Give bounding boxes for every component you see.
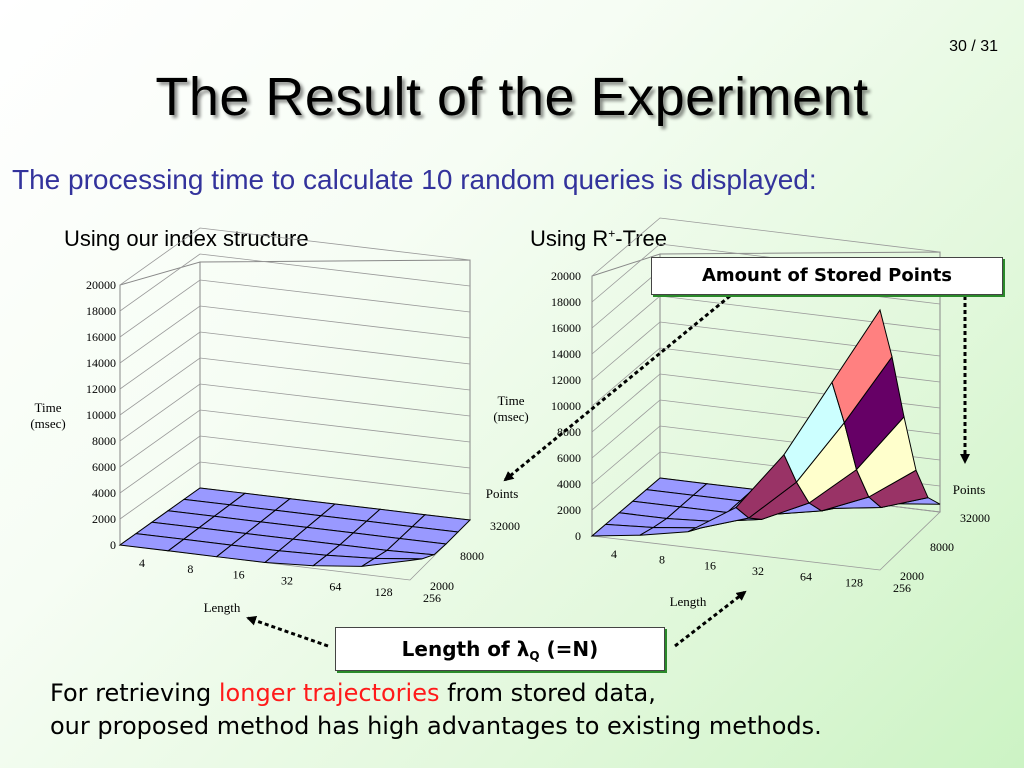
y-tick-label: 14000 xyxy=(86,356,116,370)
x-tick-label: 32 xyxy=(752,564,764,578)
y-gridline xyxy=(119,305,471,364)
slide-title: The Result of the Experiment xyxy=(155,67,869,127)
conclusion-line-1-end: from stored data, xyxy=(439,679,656,707)
x-tick-label: 16 xyxy=(233,568,245,582)
z-tick-label: 2000 xyxy=(900,569,924,583)
surface-cell xyxy=(831,308,893,424)
y-tick-label: 6000 xyxy=(92,460,116,474)
y-tick-label: 2000 xyxy=(92,512,116,526)
stored-points-callout: Amount of Stored Points xyxy=(651,257,1003,295)
y-tick-label: 14000 xyxy=(551,347,581,361)
z-tick-label: 8000 xyxy=(460,549,484,563)
x-tick-label: 64 xyxy=(329,579,341,593)
right-chart-caption-tail: -Tree xyxy=(615,226,668,251)
y-tick-label: 18000 xyxy=(86,304,116,318)
right-chart-caption-sup: + xyxy=(608,226,616,241)
x-tick-label: 4 xyxy=(139,556,145,570)
lambda-symbol: λ xyxy=(516,637,530,661)
length-callout-prefix: Length of xyxy=(401,637,517,661)
slide-subtitle: The processing time to calculate 10 rand… xyxy=(12,164,817,195)
conclusion-line-1: For retrieving longer trajectories from … xyxy=(50,677,822,710)
arrow-length-left xyxy=(246,615,329,648)
right-surface-chart: 0 2000 4000 6000 8000 10000 12000 14000 16000 180… xyxy=(493,217,990,609)
y-gridline xyxy=(591,217,941,277)
surface-cell xyxy=(361,557,423,567)
y-gridline xyxy=(591,321,941,381)
y-gridline xyxy=(119,227,471,286)
y-tick-label: 18000 xyxy=(551,295,581,309)
conclusion-line-1-start: For retrieving xyxy=(50,679,219,707)
length-callout: Length of λQ (=N) xyxy=(335,627,665,671)
left-surface-chart: 0 2000 4000 6000 8000 10000 12000 14000 16000 180… xyxy=(30,227,520,615)
z-tick-label: 32000 xyxy=(960,511,990,525)
y-gridline xyxy=(119,461,471,520)
y-gridline xyxy=(119,279,471,338)
z-axis-label: Points xyxy=(953,482,986,497)
y-gridline xyxy=(119,409,471,468)
z-tick-label: 32000 xyxy=(490,519,520,533)
y-tick-label: 0 xyxy=(575,529,581,543)
conclusion-highlight: longer trajectories xyxy=(218,679,440,707)
back-wall xyxy=(199,259,471,521)
y-gridline xyxy=(119,383,471,442)
y-axis-label: Time (msec) xyxy=(493,393,528,424)
x-tick-label: 256 xyxy=(893,581,911,595)
x-axis-label: Length xyxy=(204,600,241,615)
x-tick-label: 128 xyxy=(375,585,393,599)
right-chart-caption: Using R+-Tree xyxy=(530,226,667,252)
y-tick-label: 2000 xyxy=(557,503,581,517)
x-tick-label: 8 xyxy=(187,562,193,576)
y-tick-label: 4000 xyxy=(557,477,581,491)
y-gridline xyxy=(591,295,941,355)
y-tick-label: 20000 xyxy=(86,278,116,292)
y-tick-label: 16000 xyxy=(551,321,581,335)
z-axis-label: Points xyxy=(486,486,519,501)
lambda-subscript: Q xyxy=(529,649,540,663)
y-tick-label: 8000 xyxy=(557,425,581,439)
page-number: 30 / 31 xyxy=(949,38,998,55)
x-tick-label: 4 xyxy=(611,547,617,561)
x-tick-label: 8 xyxy=(659,553,665,567)
y-gridline xyxy=(119,253,471,312)
y-gridline xyxy=(119,357,471,416)
y-tick-label: 20000 xyxy=(551,269,581,283)
y-tick-label: 10000 xyxy=(86,408,116,422)
y-tick-label: 6000 xyxy=(557,451,581,465)
right-chart-caption-main: Using R xyxy=(530,226,609,251)
conclusion-text: For retrieving longer trajectories from … xyxy=(50,677,822,743)
arrow-length-right xyxy=(674,590,747,648)
x-tick-label: 16 xyxy=(704,558,716,572)
y-tick-label: 12000 xyxy=(551,373,581,387)
y-tick-label: 8000 xyxy=(92,434,116,448)
conclusion-line-2: our proposed method has high advantages … xyxy=(50,712,822,740)
length-callout-suffix: (=N) xyxy=(539,637,599,661)
x-tick-label: 64 xyxy=(800,570,812,584)
z-tick-label: 2000 xyxy=(430,579,454,593)
y-tick-label: 16000 xyxy=(86,330,116,344)
y-tick-label: 0 xyxy=(110,538,116,552)
arrow-points-left xyxy=(503,294,731,482)
y-axis-label: Time (msec) xyxy=(30,400,65,431)
x-tick-label: 128 xyxy=(845,575,863,589)
z-tick-label: 8000 xyxy=(930,540,954,554)
x-tick-label: 256 xyxy=(423,591,441,605)
callout-arrows xyxy=(246,294,970,648)
y-gridline xyxy=(119,331,471,390)
left-chart-caption: Using our index structure xyxy=(64,226,309,251)
y-tick-label: 10000 xyxy=(551,399,581,413)
y-tick-label: 12000 xyxy=(86,382,116,396)
x-tick-label: 32 xyxy=(281,574,293,588)
y-gridline xyxy=(119,435,471,494)
x-axis-label: Length xyxy=(670,594,707,609)
y-tick-label: 4000 xyxy=(92,486,116,500)
